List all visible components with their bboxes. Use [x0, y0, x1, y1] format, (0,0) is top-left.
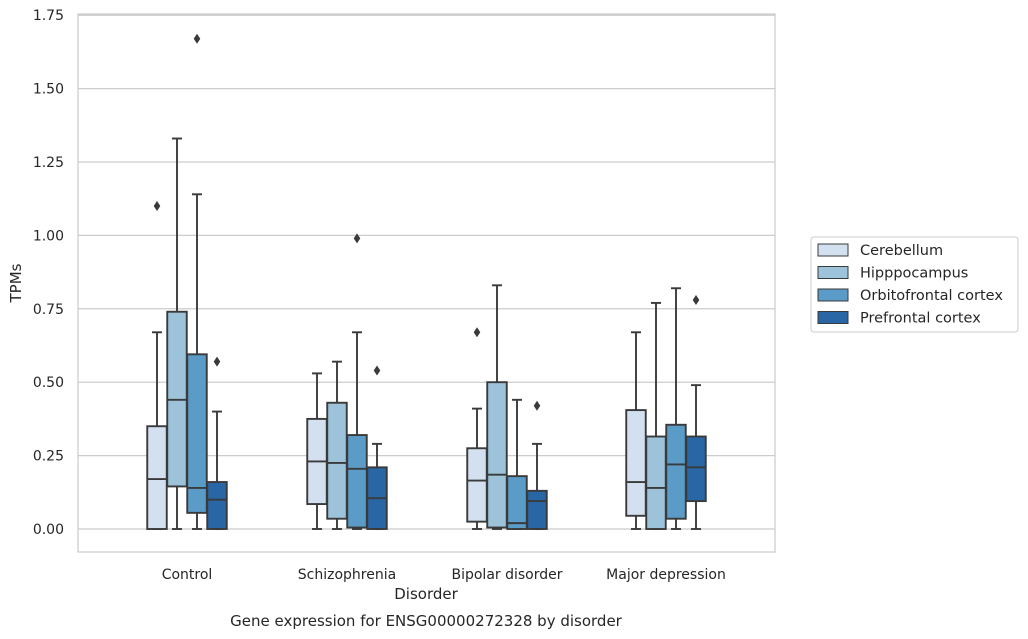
x-tick-label: Control	[162, 567, 213, 583]
legend-label: Cerebellum	[860, 243, 943, 259]
y-tick-label: 1.50	[33, 82, 64, 98]
y-axis-title: TPMs	[7, 263, 25, 303]
box-2-2	[506, 398, 528, 530]
outlier-point	[692, 294, 700, 305]
box-3-3	[685, 294, 707, 530]
outlier-point	[353, 233, 361, 244]
legend-frame	[810, 236, 1019, 333]
box-body	[186, 353, 208, 514]
legend-label: Orbitofrontal cortex	[860, 288, 1003, 304]
plot-area-frame	[77, 13, 776, 553]
outlier-point	[153, 201, 161, 212]
legend-label: Prefrontal cortex	[860, 311, 981, 327]
y-tick-label: 1.75	[33, 8, 64, 24]
box-0-1	[306, 372, 328, 530]
box-body	[146, 425, 168, 530]
box-1-1	[326, 360, 348, 530]
box-3-2	[526, 400, 548, 530]
box-0-3	[625, 331, 647, 530]
box-2-1	[346, 233, 368, 530]
box-body	[466, 447, 488, 523]
box-3-1	[366, 365, 388, 530]
legend-swatch	[817, 311, 849, 324]
box-2-0	[186, 33, 208, 530]
box-1-0	[166, 137, 188, 530]
box-0-2	[466, 327, 488, 530]
box-2-3	[665, 287, 687, 530]
box-body	[326, 401, 348, 520]
box-body	[645, 435, 667, 530]
outlier-point	[473, 327, 481, 338]
box-body	[665, 423, 687, 520]
x-tick-label: Schizophrenia	[298, 567, 396, 583]
y-tick-label: 0.50	[33, 375, 64, 391]
x-tick-label: Major depression	[606, 567, 726, 583]
outlier-point	[213, 356, 221, 367]
outlier-point	[533, 400, 541, 411]
y-tick-label: 0.75	[33, 302, 64, 318]
legend-swatch	[817, 243, 849, 257]
y-tick-label: 0.25	[33, 449, 64, 465]
legend-label: Hipppocampus	[860, 266, 968, 282]
x-axis-title: Disorder	[394, 585, 458, 603]
box-0-0	[146, 201, 168, 530]
y-tick-label: 1.25	[33, 155, 64, 171]
legend-swatch	[817, 266, 849, 279]
y-tick-label: 0.00	[33, 522, 64, 538]
box-body	[625, 409, 647, 517]
box-1-2	[486, 284, 508, 530]
box-body	[526, 489, 548, 530]
x-tick-labels: Control Schizophrenia Bipolar disorder Majo…	[162, 567, 726, 583]
box-body	[486, 381, 508, 529]
box-body	[506, 475, 528, 530]
legend-swatch	[817, 288, 849, 302]
boxes	[146, 33, 707, 530]
y-tick-labels: 0.00 0.25 0.50 0.75 1.00 1.25 1.50 1.75	[33, 8, 64, 538]
box-3-0	[206, 356, 228, 530]
outlier-point	[373, 365, 381, 376]
chart-caption: Gene expression for ENSG00000272328 by d…	[230, 612, 623, 630]
legend-items: Cerebellum Hipppocampus Orbitofrontal cort…	[817, 243, 1003, 327]
y-tick-label: 1.00	[33, 228, 64, 244]
box-body	[685, 435, 707, 503]
outlier-point	[193, 33, 201, 44]
box-body	[346, 434, 368, 529]
box-1-3	[645, 301, 667, 530]
box-body	[206, 481, 228, 530]
x-tick-label: Bipolar disorder	[451, 567, 562, 583]
legend: Cerebellum Hipppocampus Orbitofrontal cort…	[810, 236, 1019, 333]
